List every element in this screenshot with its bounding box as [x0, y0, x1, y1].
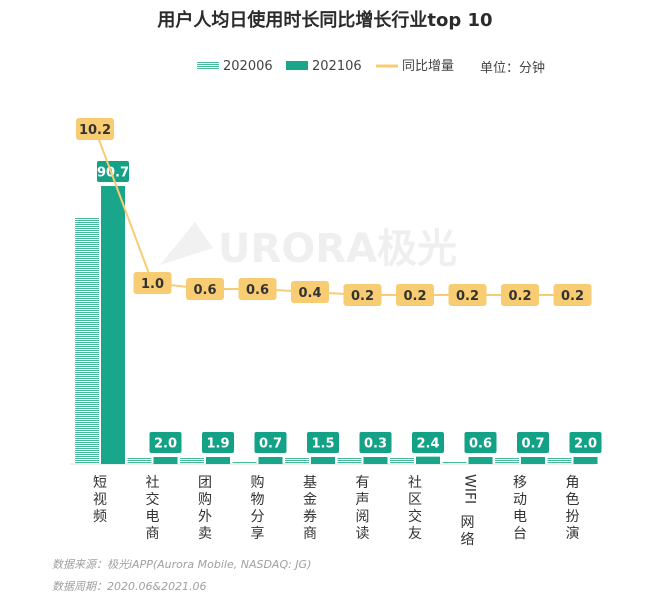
increase-label: 0.4	[298, 286, 321, 301]
bar-value-label-bg	[307, 432, 339, 453]
legend-label-202006: 202006	[223, 59, 273, 74]
bar-value-label-bg	[464, 432, 497, 453]
x-tick-label: 网络	[461, 515, 475, 548]
bar-value-label-bg	[254, 432, 287, 453]
bar-202106	[206, 457, 230, 464]
bar-value-label: 0.7	[521, 437, 544, 452]
bar-202106	[416, 456, 440, 464]
increase-label-bg	[133, 272, 172, 294]
increase-label-bg	[186, 278, 224, 300]
bar-value-label: 0.3	[364, 437, 387, 452]
bar-value-label: 2.0	[154, 437, 177, 452]
increase-label-bg	[291, 281, 329, 303]
bar-202106	[363, 457, 388, 464]
x-tick-label-latin: WIFI	[462, 474, 478, 504]
footer-source: 数据来源：极光iAPP(Aurora Mobile, NASDAQ: JG)	[52, 558, 312, 571]
bar-202006	[180, 457, 204, 464]
bar-value-label-bg	[359, 432, 392, 453]
x-tick-label: 短视频	[93, 475, 107, 525]
bar-202106	[573, 457, 598, 464]
increase-line	[94, 128, 573, 296]
bar-202006	[442, 462, 467, 464]
chart-title: 用户人均日使用时长同比增长行业top 10	[157, 9, 492, 31]
increase-label: 0.6	[193, 283, 216, 298]
footer-period: 数据周期：2020.06&2021.06	[52, 580, 207, 593]
increase-label: 10.2	[79, 123, 111, 138]
bar-202006	[337, 457, 362, 464]
increase-label: 0.2	[508, 289, 531, 304]
legend-label-202106: 202106	[312, 59, 362, 74]
bar-202006	[390, 457, 414, 464]
line-layer: 10.2 1.0 0.6 0.6 0.4 0.2 0.2 0.2 0.2 0.2	[76, 118, 592, 306]
increase-label-bg	[448, 284, 487, 306]
bar-value-label: 1.9	[206, 437, 229, 452]
legend-swatch-202006	[197, 61, 219, 70]
bars-layer: 90.7 2.0 1.9 0.7 1.5 0.3 2.4 0.6 0.7 2.0	[75, 161, 602, 464]
bar-202106	[101, 186, 125, 464]
x-tick-label: 社交电商	[146, 475, 160, 542]
bar-value-label: 0.6	[469, 437, 492, 452]
watermark-text: URORA极光	[218, 226, 457, 272]
bar-202006	[547, 457, 572, 464]
x-tick-label: 社区交友	[408, 475, 422, 542]
increase-label-bg	[501, 284, 539, 306]
increase-label: 0.6	[246, 283, 269, 298]
x-tick-label: 基金券商	[303, 474, 317, 542]
bar-value-label: 90.7	[97, 166, 129, 181]
x-tick-label: 角色扮演	[566, 475, 580, 542]
x-tick-label: 团购外卖	[198, 475, 212, 542]
bar-202006	[127, 457, 152, 464]
bar-value-label-bg	[569, 432, 602, 453]
increase-label-bg	[343, 284, 382, 306]
bar-202006	[495, 457, 519, 464]
increase-label: 0.2	[456, 289, 479, 304]
increase-label: 0.2	[403, 289, 426, 304]
increase-label-bg	[76, 118, 114, 140]
x-tick-label: 有声阅读	[356, 475, 370, 542]
increase-label: 1.0	[141, 277, 164, 292]
bar-value-label: 0.7	[259, 437, 282, 452]
x-tick-label: 移动电台	[513, 475, 527, 542]
increase-label: 0.2	[351, 289, 374, 304]
bar-202006	[75, 217, 99, 464]
bar-value-label-bg	[97, 161, 129, 182]
bar-value-label-bg	[412, 432, 444, 453]
watermark-logo-icon	[160, 222, 213, 265]
bar-202106	[258, 457, 283, 464]
increase-label-bg	[238, 278, 277, 300]
legend-swatch-202106	[286, 61, 308, 70]
bar-value-label-bg	[149, 432, 182, 453]
bar-value-label: 2.0	[574, 437, 597, 452]
bar-202106	[521, 457, 545, 464]
bar-value-label-bg	[202, 432, 234, 453]
bar-202106	[153, 457, 178, 464]
bar-value-label: 2.4	[416, 437, 439, 452]
watermark: URORA极光	[160, 222, 457, 272]
bar-value-label-bg	[517, 432, 549, 453]
legend-label-increase: 同比增量	[402, 59, 454, 74]
increase-label-bg	[553, 284, 592, 306]
bar-202106	[311, 457, 335, 464]
bar-202106	[468, 457, 493, 464]
bar-202006	[232, 462, 257, 464]
increase-label-bg	[396, 284, 434, 306]
legend: 202006 202106 同比增量 单位：分钟	[197, 59, 545, 76]
unit-label: 单位：分钟	[480, 60, 545, 76]
increase-label: 0.2	[561, 289, 584, 304]
x-tick-label: 购物分享	[251, 475, 265, 542]
bar-value-label: 1.5	[311, 437, 334, 452]
bar-202006	[285, 457, 309, 464]
